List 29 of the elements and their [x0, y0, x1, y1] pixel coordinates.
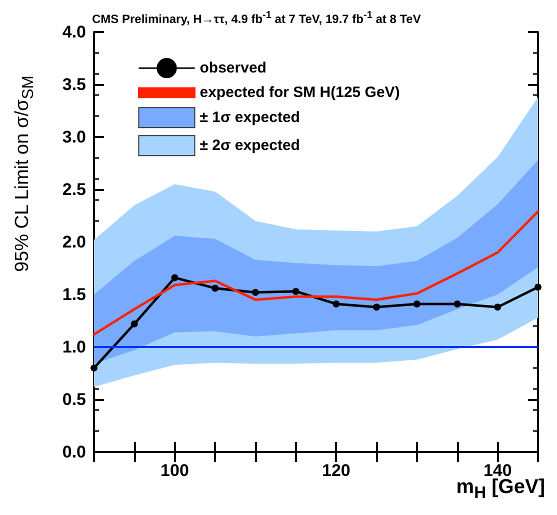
legend-label: expected for SM H(125 GeV) — [200, 84, 400, 102]
x-tick-label: 120 — [322, 461, 350, 480]
point — [373, 304, 380, 311]
point — [534, 284, 542, 291]
point — [90, 364, 98, 372]
point — [413, 300, 420, 308]
y-tick-label: 2.5 — [62, 180, 86, 199]
y-tick-label: 3.5 — [62, 75, 86, 94]
y-tick-label: 2.0 — [62, 232, 86, 252]
y-tick-label: 1.0 — [62, 338, 86, 356]
y-tick-label: 3.0 — [62, 128, 86, 146]
legend-label: ± 2σ expected — [200, 137, 300, 154]
chart-title: CMS Preliminary, H→ττ, 4.9 fb$^{-1}$ at 7 TeV, 19.7 fb$^{-1}$ at 8 TeV — [92, 9, 421, 27]
legend-label: ± 1σ expected — [200, 109, 300, 126]
y-tick-label: 1.5 — [62, 285, 86, 304]
point — [454, 300, 461, 308]
point — [130, 320, 138, 328]
y-tick-label: 0.5 — [62, 390, 86, 409]
line-series — [92, 210, 540, 336]
point — [252, 288, 259, 296]
y-tick-label: 4.0 — [62, 22, 86, 42]
x-tick-label: 100 — [160, 461, 189, 480]
legend-label: observed — [200, 60, 266, 77]
point — [212, 284, 219, 292]
point — [332, 300, 340, 308]
point — [171, 274, 178, 282]
y-tick-label: 0.0 — [62, 442, 86, 462]
point — [494, 304, 502, 311]
point — [292, 288, 300, 295]
